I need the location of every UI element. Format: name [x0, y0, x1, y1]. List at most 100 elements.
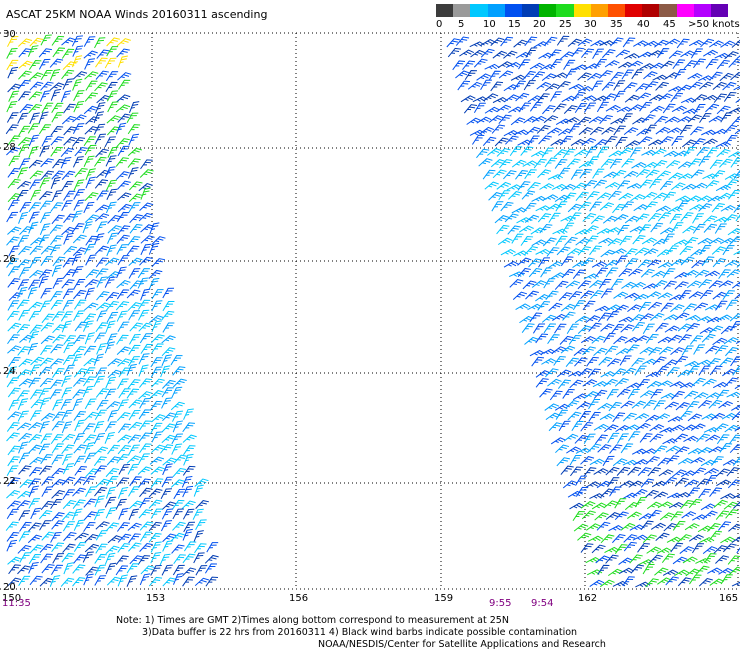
- wind-barb: [724, 377, 739, 387]
- wind-barb: [715, 510, 730, 520]
- wind-barb: [518, 225, 534, 233]
- wind-barb: [83, 434, 97, 444]
- wind-barb: [575, 237, 591, 246]
- wind-barb: [8, 399, 20, 411]
- lat-label: 24: [3, 366, 16, 377]
- wind-barb: [126, 112, 139, 123]
- wind-barb: [7, 411, 22, 420]
- wind-barb: [73, 554, 87, 564]
- wind-barb: [63, 532, 77, 542]
- pass-time-label: 11:35: [2, 598, 31, 609]
- wind-barb: [535, 333, 548, 344]
- wind-barb: [623, 127, 639, 135]
- wind-barb: [17, 137, 32, 146]
- wind-barb: [560, 345, 576, 354]
- wind-barb: [94, 102, 106, 114]
- wind-barb: [691, 259, 706, 269]
- wind-barb: [663, 476, 677, 486]
- wind-barb: [104, 496, 117, 508]
- wind-barb: [61, 511, 76, 521]
- wind-barb: [705, 475, 718, 486]
- wind-barb: [18, 70, 32, 80]
- wind-barb: [693, 392, 709, 400]
- wind-barb: [545, 83, 560, 92]
- wind-barb: [722, 543, 737, 553]
- wind-barb: [162, 300, 175, 312]
- wind-barb: [127, 379, 141, 389]
- legend-swatch: [521, 4, 540, 17]
- wind-barb: [692, 213, 704, 224]
- wind-barb: [455, 70, 470, 79]
- wind-barb: [126, 388, 140, 399]
- wind-barb: [571, 47, 585, 58]
- wind-barb: [596, 480, 612, 489]
- wind-barb: [671, 105, 687, 113]
- wind-barb: [665, 445, 681, 453]
- wind-barb: [117, 72, 132, 81]
- wind-barb: [478, 158, 493, 167]
- wind-barb: [688, 291, 704, 299]
- wind-barb: [698, 365, 711, 376]
- wind-barb: [675, 312, 690, 321]
- wind-barb: [128, 310, 141, 321]
- wind-barb: [509, 279, 524, 288]
- wind-barb: [73, 519, 85, 531]
- wind-barb: [128, 486, 140, 497]
- wind-barb: [524, 336, 539, 345]
- wind-barb: [527, 182, 541, 192]
- wind-barb: [52, 47, 66, 58]
- wind-barb: [457, 80, 471, 91]
- wind-barb: [95, 148, 109, 158]
- wind-barb: [522, 70, 536, 81]
- wind-barb: [529, 62, 545, 70]
- wind-barb: [183, 541, 197, 552]
- wind-barb: [567, 38, 583, 47]
- wind-barb: [623, 248, 638, 258]
- wind-barb: [194, 577, 210, 587]
- wind-barb: [7, 66, 19, 79]
- wind-barb: [49, 224, 63, 235]
- wind-barb: [649, 105, 665, 114]
- wind-barb: [72, 114, 87, 123]
- wind-barb: [182, 567, 197, 577]
- wind-barb: [18, 531, 31, 542]
- wind-barb: [17, 398, 29, 410]
- wind-barb: [576, 401, 591, 410]
- wind-barb: [93, 508, 105, 521]
- wind-barb: [712, 258, 727, 268]
- wind-barb: [606, 311, 620, 321]
- wind-barb: [690, 457, 706, 464]
- wind-barb: [18, 510, 31, 521]
- wind-barb: [572, 300, 586, 311]
- wind-barb: [106, 333, 118, 345]
- wind-barb: [161, 310, 175, 321]
- wind-barb: [51, 443, 64, 454]
- wind-barb: [447, 47, 462, 58]
- wind-barb: [139, 443, 152, 454]
- wind-barb: [637, 259, 652, 269]
- wind-barb: [662, 438, 678, 445]
- wind-barb: [687, 72, 703, 80]
- wind-barb: [609, 486, 622, 497]
- wind-barb: [670, 347, 685, 356]
- wind-barb: [183, 521, 195, 533]
- wind-barb: [50, 344, 64, 354]
- wind-barb: [94, 133, 107, 145]
- wind-barb: [606, 389, 619, 400]
- wind-barb: [620, 324, 635, 333]
- wind-barb: [572, 269, 586, 279]
- wind-barb: [51, 564, 63, 575]
- wind-barb: [116, 244, 128, 255]
- wind-barb: [614, 498, 627, 509]
- wind-barb: [552, 313, 567, 321]
- wind-barb: [161, 397, 173, 409]
- wind-barb: [670, 304, 685, 313]
- wind-barb: [50, 202, 64, 212]
- wind-barb: [735, 337, 740, 344]
- wind-barb: [713, 93, 727, 103]
- wind-barb: [659, 180, 673, 191]
- wind-barb: [726, 467, 740, 477]
- wind-barb: [28, 146, 39, 159]
- wind-barb: [562, 148, 576, 159]
- wind-barb: [624, 215, 640, 224]
